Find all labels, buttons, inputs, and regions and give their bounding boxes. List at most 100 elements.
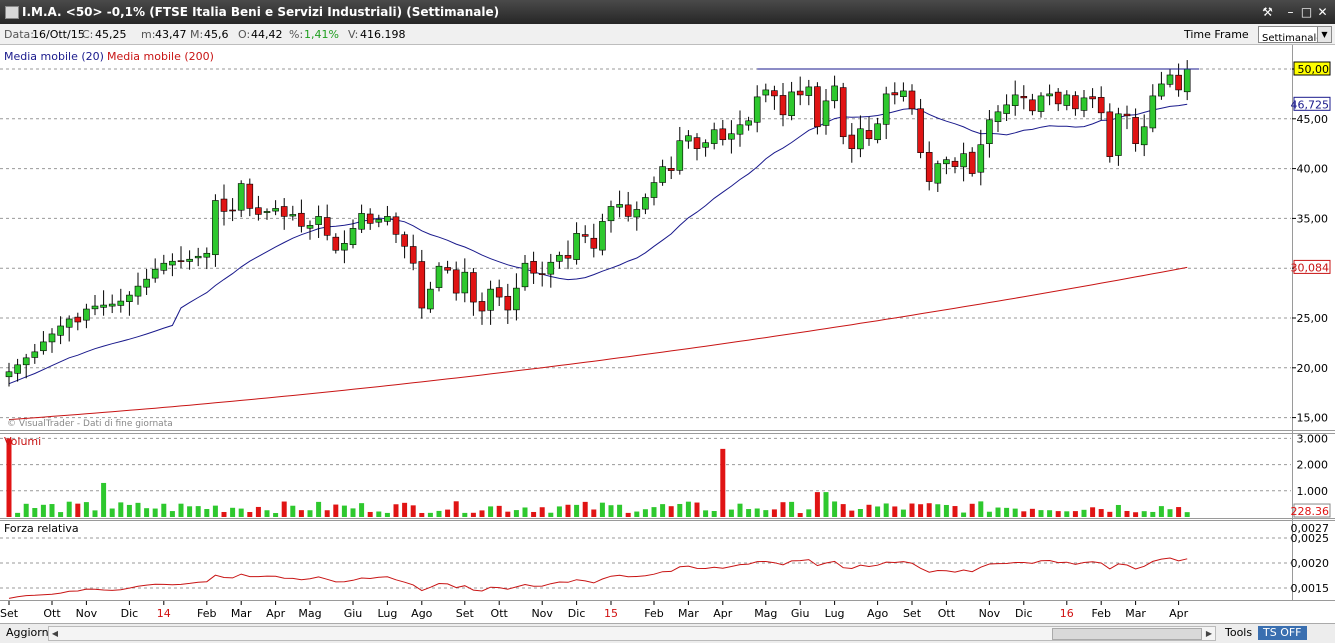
timeframe-label: Time Frame [1184,28,1249,41]
candle-body [57,325,64,336]
volume-bar [341,505,347,517]
candle-body [409,246,417,264]
candle-body [91,305,99,310]
volume-bar [23,503,29,517]
x-tick-label: 15 [604,607,618,620]
candle-body [624,204,632,217]
x-tick-label: Giu [791,607,810,620]
volume-bar [556,506,562,517]
candle-body [874,123,881,141]
volume-bar [986,511,992,517]
candle-body [452,269,460,294]
volume-bar [1124,510,1130,517]
rs-tick-label: 0,0025 [1291,532,1330,545]
candle-body [865,130,873,140]
volume-bar [402,502,408,517]
candle-body [5,371,13,378]
candle-body [504,295,512,311]
volume-bar [470,512,476,517]
candle-body [65,318,73,328]
candle-body [839,87,847,138]
volume-bar [178,503,184,517]
x-tick-label: Ott [491,607,509,620]
candle-body [1166,74,1174,85]
candle-body [427,288,434,310]
candle-body [298,212,305,227]
volume-bar [58,512,64,517]
x-tick-label: Feb [1091,607,1110,620]
chart-area[interactable]: 50,0045,0040,0035,0030,0025,0020,0015,00… [0,45,1335,623]
horizontal-scrollbar[interactable]: ◀ ▶ [48,626,1216,641]
candle-body [100,304,107,308]
candle-body [564,255,572,259]
axes-layer: 50,0045,0040,0035,0030,0025,0020,0015,00… [0,61,1331,620]
candle-body [925,152,933,182]
volume-bar [264,510,270,517]
timeframe-select[interactable]: Settimanale ▼ [1258,26,1332,44]
volume-label: V: [348,28,359,41]
x-tick-label: Ott [43,607,61,620]
volume-bar [754,508,760,517]
candle-body [22,357,30,366]
volume-bar [66,501,72,517]
volume-bar [316,501,322,517]
volume-bar [462,512,468,517]
volume-bar [1133,512,1139,517]
minimize-icon[interactable]: – [1287,5,1294,19]
aggiorna-button[interactable]: Aggiorna [6,626,56,639]
volume-bar [359,503,365,517]
close-value: 45,25 [95,28,127,41]
volume-bar [230,507,236,517]
candle-body [143,278,150,288]
volume-bar [660,504,666,517]
dropdown-arrow-icon[interactable]: ▼ [1317,27,1331,42]
scroll-left-icon[interactable]: ◀ [51,629,59,638]
volume-layer [6,438,1190,517]
volume-bar [866,504,872,517]
candle-body [341,243,348,251]
open-value: 44,42 [251,28,283,41]
price-tick-label: 20,00 [1297,362,1329,375]
high-label: M: [190,28,204,41]
tools-button[interactable]: Tools [1225,626,1253,639]
x-tick-label: Dic [1015,607,1033,620]
scrollbar-thumb[interactable] [1052,628,1202,640]
ts-off-button[interactable]: TS OFF [1258,626,1307,640]
candle-body [203,252,211,258]
ma200-layer [8,266,1188,421]
candle-body [1097,97,1105,114]
volume-bar [599,502,605,517]
candle-body [521,262,529,288]
candle-body [366,213,374,224]
candle-body [40,341,47,352]
low-value: 43,47 [155,28,187,41]
volume-bar [883,503,889,517]
volume-bar [591,509,597,517]
candle-body [659,166,666,183]
close-label: C: [82,28,94,41]
candle-body [1063,94,1071,106]
volume-bar [126,504,132,517]
candle-body [435,265,443,288]
volume-bar [273,513,279,517]
candle-body [1080,97,1088,111]
high-value: 45,6 [204,28,229,41]
volume-tick-label: 2.000 [1297,459,1329,472]
candles-layer [5,60,1200,387]
maximize-icon[interactable]: □ [1300,5,1313,19]
x-tick-label: Apr [266,607,286,620]
candle-body [547,261,555,275]
volume-bar [238,508,244,517]
candle-body [246,183,254,209]
close-icon[interactable]: ✕ [1317,5,1328,19]
x-tick-label: Set [903,607,922,620]
scroll-right-icon[interactable]: ▶ [1205,629,1213,638]
x-tick-label: Set [0,607,19,620]
volume-bar [367,511,373,517]
tools-icon[interactable]: ⚒ [1262,5,1273,19]
candle-body [461,271,469,294]
candle-body [1183,68,1191,93]
candle-body [960,153,967,168]
volume-bar [169,511,175,517]
volume-bar [857,508,863,517]
